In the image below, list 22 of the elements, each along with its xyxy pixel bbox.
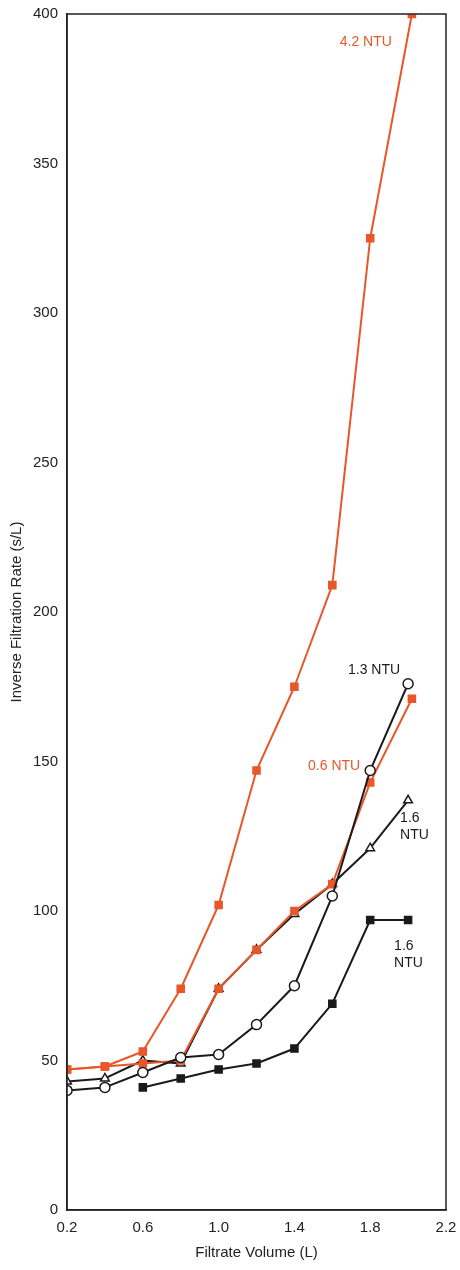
y-tick-label: 100 [33, 901, 59, 919]
y-axis-title: Inverse Filtration Rate (s/L) [7, 521, 25, 703]
x-tick-label: 1.0 [208, 1218, 230, 1236]
x-tick-label: 1.4 [283, 1218, 305, 1236]
x-tick-label: 2.2 [435, 1218, 457, 1236]
series-label: 1.3 NTU [347, 660, 401, 677]
series-label: 1.6 NTU [400, 809, 429, 843]
x-tick-label: 0.2 [56, 1218, 78, 1236]
y-tick-label: 300 [33, 303, 59, 321]
series-label: 4.2 NTU [339, 32, 392, 49]
x-tick-label: 0.6 [132, 1218, 154, 1236]
series-label: 0.6 NTU [308, 757, 361, 774]
y-tick-label: 50 [41, 1050, 59, 1068]
x-tick-label: 1.8 [359, 1218, 381, 1236]
y-tick-label: 0 [49, 1200, 59, 1218]
y-tick-label: 400 [33, 4, 59, 22]
y-tick-label: 350 [33, 153, 59, 171]
series-label: 1.6 NTU [394, 936, 423, 970]
y-tick-label: 150 [33, 751, 59, 769]
y-tick-label: 200 [33, 602, 59, 620]
x-axis-title: Filtrate Volume (L) [195, 1243, 318, 1261]
y-tick-label: 250 [33, 452, 59, 470]
